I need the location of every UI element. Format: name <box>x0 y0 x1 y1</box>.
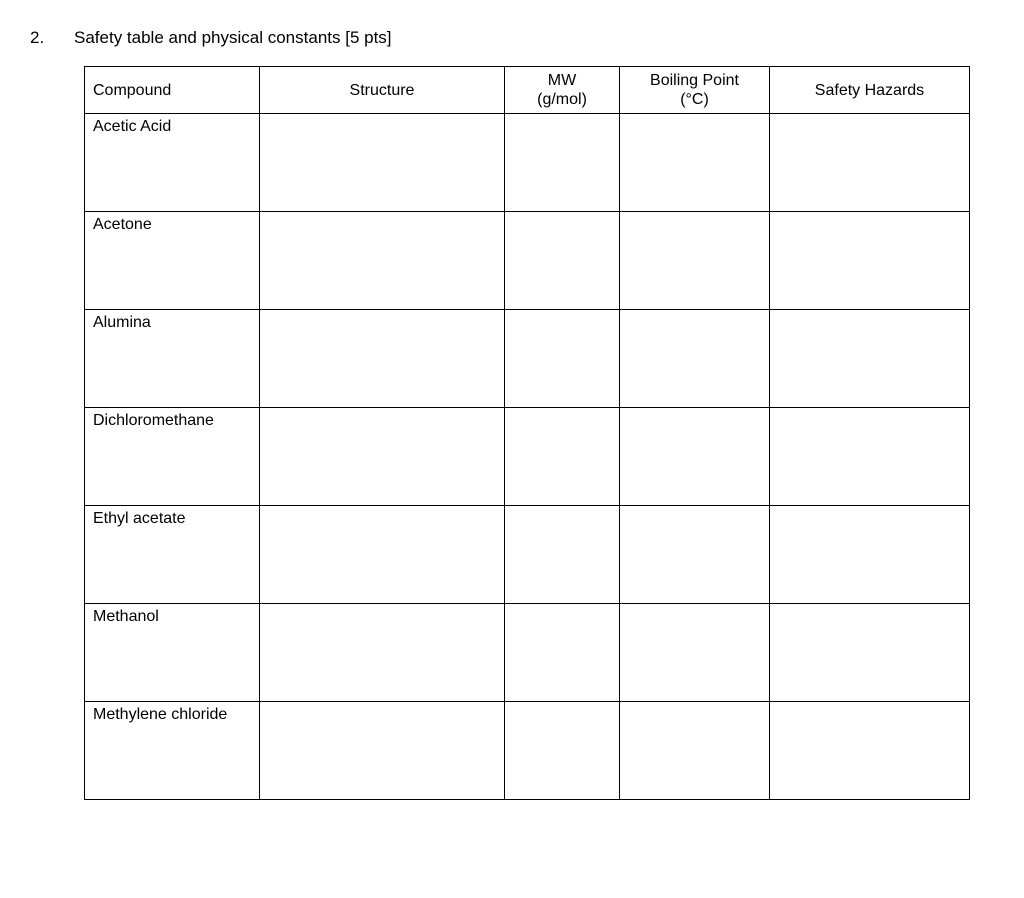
cell-structure <box>260 212 505 310</box>
table-row: Dichloromethane <box>85 408 970 506</box>
cell-safety <box>770 408 970 506</box>
cell-safety <box>770 604 970 702</box>
table-header-row: Compound Structure MW(g/mol) Boiling Poi… <box>85 67 970 114</box>
cell-compound: Ethyl acetate <box>85 506 260 604</box>
table-row: Alumina <box>85 310 970 408</box>
cell-bp <box>620 408 770 506</box>
cell-mw <box>505 604 620 702</box>
question-header: 2. Safety table and physical constants [… <box>30 28 994 48</box>
cell-compound: Alumina <box>85 310 260 408</box>
table-row: Methylene chloride <box>85 702 970 800</box>
col-header-mw: MW(g/mol) <box>505 67 620 114</box>
table-row: Acetic Acid <box>85 114 970 212</box>
safety-table-container: Compound Structure MW(g/mol) Boiling Poi… <box>84 66 994 800</box>
col-header-safety: Safety Hazards <box>770 67 970 114</box>
cell-structure <box>260 408 505 506</box>
safety-table: Compound Structure MW(g/mol) Boiling Poi… <box>84 66 970 800</box>
cell-safety <box>770 212 970 310</box>
col-header-bp: Boiling Point(°C) <box>620 67 770 114</box>
cell-compound: Methylene chloride <box>85 702 260 800</box>
cell-bp <box>620 310 770 408</box>
col-header-compound: Compound <box>85 67 260 114</box>
col-header-structure: Structure <box>260 67 505 114</box>
cell-safety <box>770 702 970 800</box>
cell-compound: Dichloromethane <box>85 408 260 506</box>
cell-compound: Acetic Acid <box>85 114 260 212</box>
cell-mw <box>505 114 620 212</box>
cell-bp <box>620 702 770 800</box>
question-title: Safety table and physical constants [5 p… <box>74 28 392 48</box>
cell-bp <box>620 114 770 212</box>
cell-bp <box>620 506 770 604</box>
cell-structure <box>260 310 505 408</box>
cell-structure <box>260 114 505 212</box>
cell-bp <box>620 604 770 702</box>
cell-mw <box>505 702 620 800</box>
cell-structure <box>260 702 505 800</box>
table-row: Ethyl acetate <box>85 506 970 604</box>
cell-compound: Acetone <box>85 212 260 310</box>
cell-compound: Methanol <box>85 604 260 702</box>
cell-mw <box>505 506 620 604</box>
cell-mw <box>505 408 620 506</box>
table-row: Acetone <box>85 212 970 310</box>
cell-mw <box>505 212 620 310</box>
question-number: 2. <box>30 28 50 48</box>
cell-safety <box>770 506 970 604</box>
cell-safety <box>770 114 970 212</box>
cell-safety <box>770 310 970 408</box>
cell-mw <box>505 310 620 408</box>
table-row: Methanol <box>85 604 970 702</box>
cell-bp <box>620 212 770 310</box>
cell-structure <box>260 506 505 604</box>
cell-structure <box>260 604 505 702</box>
